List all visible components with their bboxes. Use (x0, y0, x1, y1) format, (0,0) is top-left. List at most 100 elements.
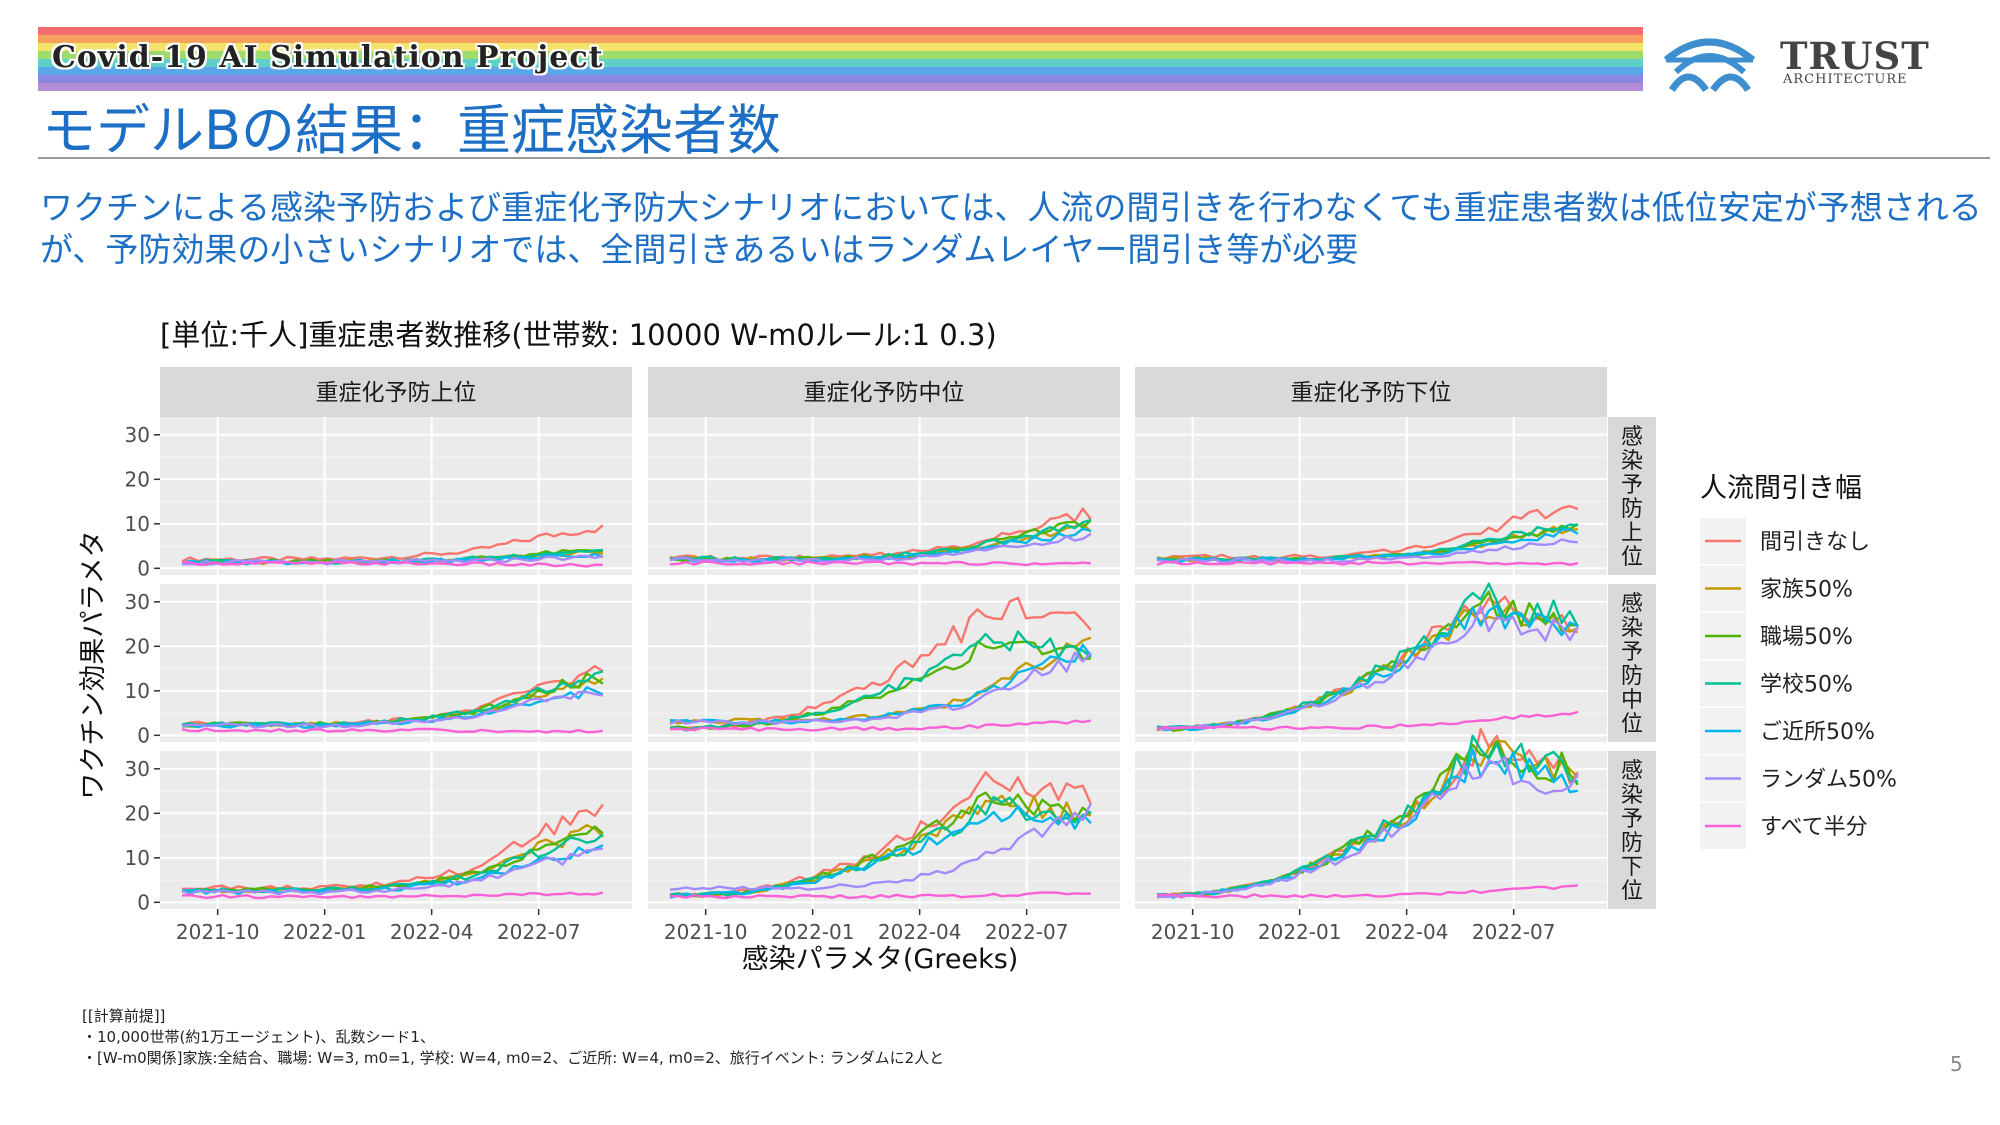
rainbow-stripe (38, 75, 1643, 83)
legend-label: ご近所50% (1760, 720, 1875, 745)
series-line (181, 727, 604, 734)
y-tick-label: 30 (125, 423, 150, 447)
plot-panel (160, 417, 632, 575)
y-tick-label: 30 (125, 590, 150, 614)
series-line (669, 891, 1091, 900)
facet-strip-label: 染 (1621, 449, 1643, 474)
plot-panel (1135, 751, 1607, 909)
notes-heading: [[計算前提]] (82, 1007, 166, 1025)
rainbow-stripe (38, 43, 1643, 51)
project-banner-title: Covid-19 AI Simulation Project (52, 40, 604, 75)
facet-strip-label: 位 (1621, 879, 1643, 904)
y-tick-label: 10 (125, 846, 150, 870)
series-line (669, 719, 1092, 732)
x-tick-label: 2022-07 (985, 920, 1069, 944)
summary-text: ワクチンによる感染予防および重症化予防大シナリオにおいては、人流の間引きを行わな… (40, 188, 1982, 269)
y-tick-label: 20 (125, 801, 150, 825)
y-tick-label: 20 (125, 634, 150, 658)
series-line (1156, 884, 1579, 899)
series-line (669, 527, 1092, 563)
series-line (1156, 710, 1579, 731)
page-number: 5 (1950, 1052, 1963, 1076)
facet-strip-label: 感 (1621, 592, 1643, 617)
facet-strip-label: 位 (1621, 712, 1643, 737)
facet-strip-label: 防 (1621, 497, 1643, 522)
facet-strip (1135, 367, 1607, 417)
facet-strip-label: 感 (1621, 759, 1643, 784)
x-tick-label: 2021-10 (176, 920, 260, 944)
calculation-notes: [[計算前提]] ・10,000世帯(約1万エージェント)、乱数シード1、 ・[… (82, 1006, 944, 1069)
facet-strip (1608, 417, 1656, 575)
plot-panel (1135, 417, 1607, 575)
legend-label: 職場50% (1760, 625, 1853, 650)
x-tick-label: 2022-04 (1365, 920, 1449, 944)
facet-strip-label: 上 (1621, 521, 1643, 546)
series-line (181, 524, 604, 563)
facet-strip (1608, 751, 1656, 909)
facet-strip-label: 防 (1621, 831, 1643, 856)
brand-logo-text: TRUST (1780, 34, 1930, 78)
facet-strip (1608, 584, 1656, 742)
facet-strip-label: 中 (1621, 688, 1643, 713)
x-axis-title: 感染パラメタ(Greeks) (742, 944, 1019, 975)
rainbow-stripe (38, 83, 1643, 91)
series-line (1156, 605, 1579, 731)
series-line (181, 847, 604, 896)
legend-label: 間引きなし (1760, 530, 1870, 555)
series-line (669, 560, 1092, 567)
y-tick-label: 30 (125, 757, 150, 781)
page-title: モデルBの結果：重症感染者数 (42, 99, 782, 162)
facet-strip (648, 367, 1120, 417)
chart-title: [単位:千人]重症患者数推移(世帯数: 10000 W-m0ルール:1 0.3) (160, 318, 997, 352)
series-line (669, 640, 1092, 732)
series-line (1156, 755, 1579, 899)
facet-strip-label: 重症化予防上位 (316, 380, 477, 406)
facet-strip-label: 位 (1621, 545, 1643, 570)
x-tick-label: 2022-07 (1472, 920, 1556, 944)
y-tick-label: 0 (137, 556, 150, 580)
series-line (181, 560, 603, 568)
series-line (1156, 504, 1579, 560)
facet-strip-label: 染 (1621, 783, 1643, 808)
y-tick-label: 20 (125, 467, 150, 491)
x-tick-label: 2022-07 (497, 920, 581, 944)
rainbow-stripe (38, 67, 1643, 75)
legend-label: すべて半分 (1760, 815, 1868, 840)
series-line (669, 651, 1092, 726)
y-axis-title: ワクチン効果パラメタ (78, 530, 109, 799)
facet-strip-label: 染 (1621, 616, 1643, 641)
facet-strip-label: 感 (1621, 425, 1643, 450)
facet-strip-label: 予 (1621, 807, 1643, 832)
plot-panel (160, 584, 632, 742)
facet-strip-label: 予 (1621, 640, 1643, 665)
x-tick-label: 2022-01 (771, 920, 855, 944)
plot-panel (648, 751, 1120, 909)
rainbow-stripe (38, 59, 1643, 67)
title-divider (38, 157, 1990, 159)
series-line (1156, 523, 1578, 562)
rainbow-stripe (38, 51, 1643, 59)
notes-line-2: ・[W-m0関係]家族:全結合、職場: W=3, m0=1, 学校: W=4, … (82, 1049, 945, 1067)
rainbow-stripe (38, 35, 1643, 43)
y-tick-label: 10 (125, 679, 150, 703)
series-line (181, 690, 604, 729)
y-tick-label: 0 (137, 890, 150, 914)
notes-line-1: ・10,000世帯(約1万エージェント)、乱数シード1、 (82, 1028, 435, 1046)
legend-label: 家族50% (1760, 578, 1853, 603)
rainbow-stripe (38, 27, 1643, 35)
series-line (1156, 538, 1579, 564)
facet-strip-label: 重症化予防中位 (804, 380, 965, 406)
x-tick-label: 2022-01 (1258, 920, 1342, 944)
x-tick-label: 2021-10 (664, 920, 748, 944)
legend-label: 学校50% (1760, 673, 1853, 698)
x-tick-label: 2022-01 (283, 920, 367, 944)
facet-strip (160, 367, 632, 417)
facet-strip-label: 予 (1621, 473, 1643, 498)
x-tick-label: 2021-10 (1151, 920, 1235, 944)
series-line (669, 802, 1092, 891)
facet-strip-label: 下 (1621, 855, 1643, 880)
facet-strip-label: 防 (1621, 664, 1643, 689)
series-line (669, 771, 1092, 898)
trust-architecture-arches-icon (1663, 38, 1756, 92)
